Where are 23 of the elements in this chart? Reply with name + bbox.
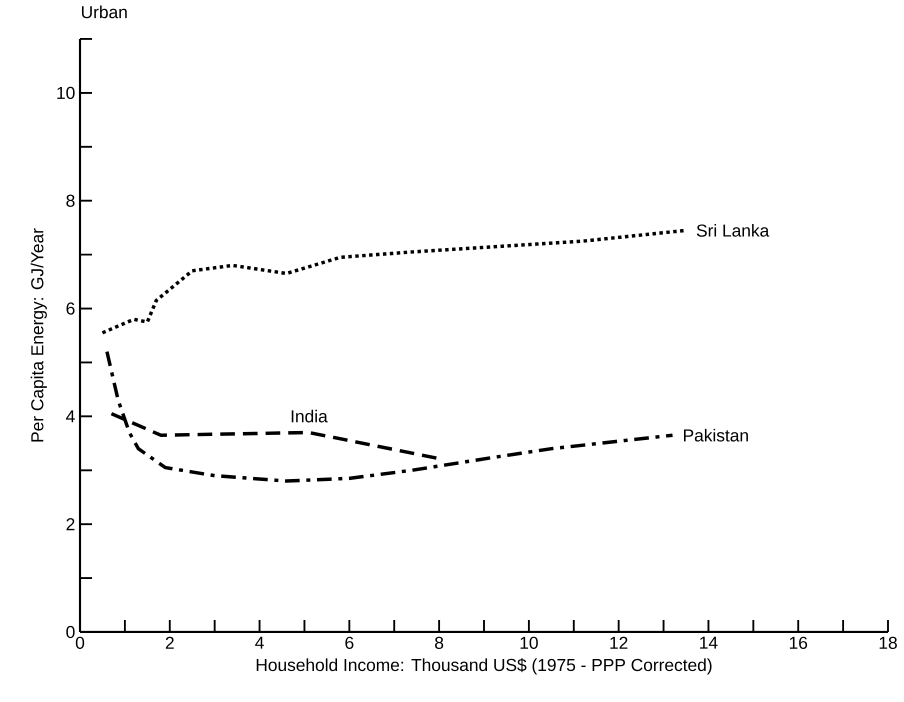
y-tick-label: 2 (66, 518, 74, 530)
x-tick-label: 10 (520, 636, 538, 649)
x-tick-label: 6 (345, 636, 354, 649)
y-tick-label: 10 (57, 86, 75, 100)
x-tick-label: 18 (880, 636, 897, 649)
chart-title: Urban (82, 6, 127, 18)
y-tick-label: 4 (66, 410, 75, 422)
series-label: Sri Lanka (696, 224, 770, 237)
y-tick-label: 8 (66, 194, 75, 207)
series-label: Pakistan (684, 428, 748, 442)
x-axis-title: Household Income: Thousand US$ (1975 - PPP Corrected) (256, 658, 712, 675)
line-series (105, 350, 674, 483)
y-axis-title: Per Capita Energy: GJ/Year (30, 228, 47, 442)
x-tick-label: 14 (700, 636, 718, 649)
x-tick-label: 0 (76, 636, 84, 649)
x-tick-label: 2 (166, 636, 174, 649)
y-tick-label: 6 (66, 302, 75, 315)
series-label: India (292, 410, 328, 422)
y-tick-label: 0 (66, 626, 75, 638)
x-tick-label: 12 (610, 636, 628, 649)
x-tick-label: 8 (435, 636, 444, 649)
x-tick-label: 4 (255, 636, 264, 649)
x-tick-label: 16 (790, 636, 808, 649)
